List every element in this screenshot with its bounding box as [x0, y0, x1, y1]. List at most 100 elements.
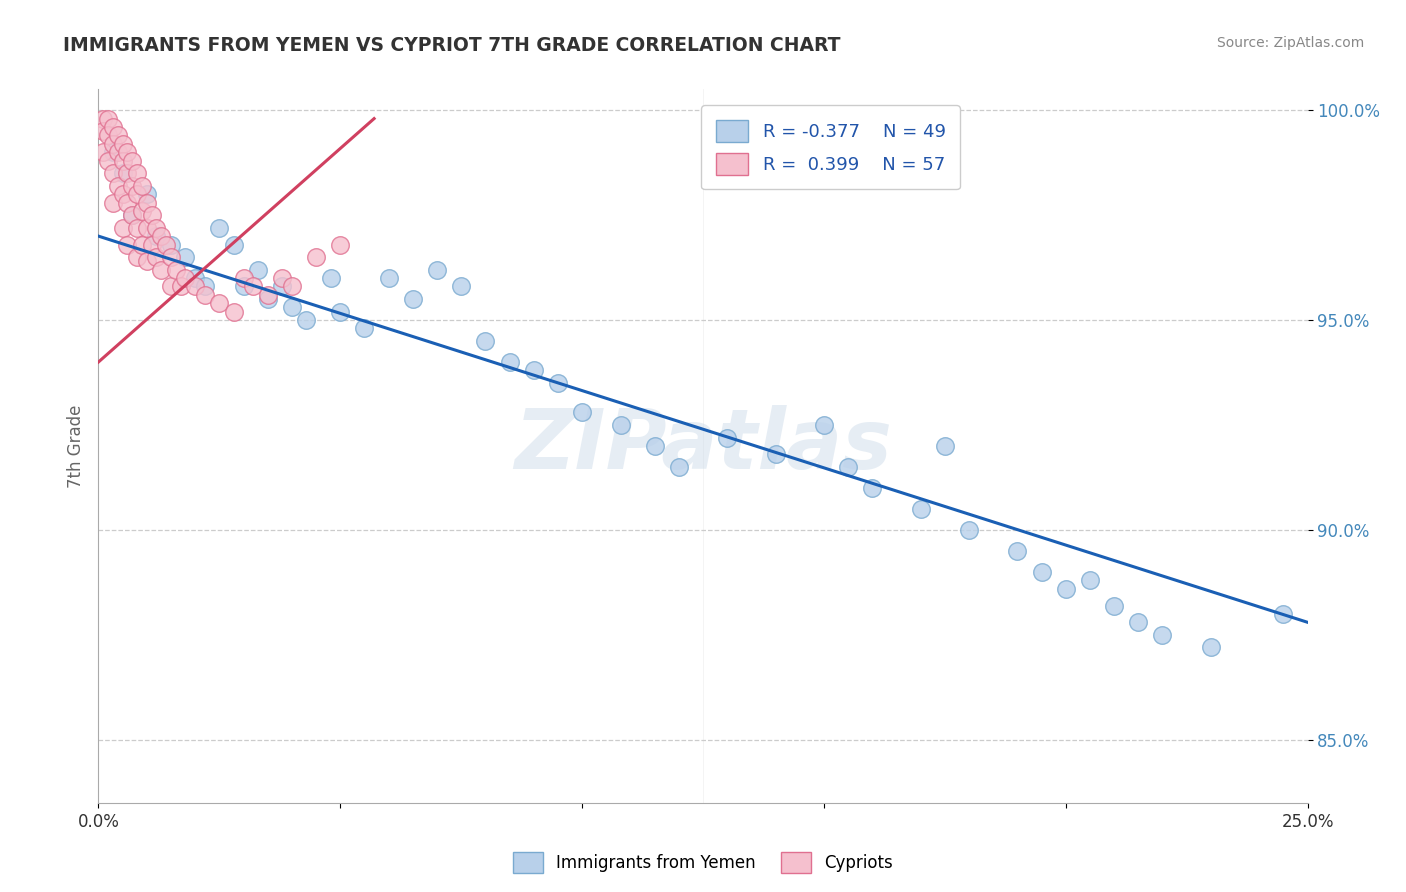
- Point: [165, 262, 187, 277]
- Point: [184, 271, 207, 285]
- Point: [111, 136, 134, 151]
- Point: [97, 128, 120, 143]
- Text: ZIPatlas: ZIPatlas: [515, 406, 891, 486]
- Point: [160, 250, 183, 264]
- Point: [194, 279, 217, 293]
- Point: [271, 279, 294, 293]
- Point: [101, 195, 124, 210]
- Point: [1272, 607, 1295, 621]
- Point: [194, 288, 217, 302]
- Point: [111, 153, 134, 168]
- Point: [107, 128, 129, 143]
- Y-axis label: 7th Grade: 7th Grade: [66, 404, 84, 488]
- Point: [141, 237, 163, 252]
- Point: [117, 166, 139, 180]
- Point: [111, 187, 134, 202]
- Point: [474, 334, 496, 348]
- Point: [127, 166, 149, 180]
- Point: [145, 229, 167, 244]
- Point: [957, 523, 980, 537]
- Point: [319, 271, 342, 285]
- Point: [91, 112, 114, 126]
- Point: [813, 417, 835, 432]
- Point: [208, 296, 231, 310]
- Legend: R = -0.377    N = 49, R =  0.399    N = 57: R = -0.377 N = 49, R = 0.399 N = 57: [702, 105, 960, 189]
- Point: [934, 439, 956, 453]
- Point: [91, 145, 114, 160]
- Point: [1152, 628, 1174, 642]
- Point: [1031, 565, 1053, 579]
- Point: [329, 237, 352, 252]
- Point: [121, 178, 143, 193]
- Point: [135, 187, 157, 202]
- Point: [91, 124, 114, 138]
- Point: [117, 145, 139, 160]
- Point: [232, 279, 254, 293]
- Point: [131, 178, 153, 193]
- Point: [1128, 615, 1150, 630]
- Point: [101, 166, 124, 180]
- Point: [121, 208, 143, 222]
- Point: [860, 481, 883, 495]
- Point: [111, 220, 134, 235]
- Point: [450, 279, 472, 293]
- Point: [135, 195, 157, 210]
- Point: [184, 279, 207, 293]
- Point: [256, 288, 278, 302]
- Point: [242, 279, 264, 293]
- Point: [232, 271, 254, 285]
- Point: [107, 178, 129, 193]
- Point: [271, 271, 294, 285]
- Point: [121, 153, 143, 168]
- Point: [765, 447, 787, 461]
- Point: [101, 136, 124, 151]
- Point: [121, 208, 143, 222]
- Point: [256, 292, 278, 306]
- Point: [281, 301, 304, 315]
- Point: [174, 250, 197, 264]
- Point: [305, 250, 328, 264]
- Point: [329, 304, 352, 318]
- Point: [160, 237, 183, 252]
- Point: [174, 271, 197, 285]
- Point: [353, 321, 375, 335]
- Point: [377, 271, 399, 285]
- Point: [716, 431, 738, 445]
- Point: [97, 153, 120, 168]
- Point: [610, 417, 633, 432]
- Point: [426, 262, 449, 277]
- Legend: Immigrants from Yemen, Cypriots: Immigrants from Yemen, Cypriots: [506, 846, 900, 880]
- Point: [160, 279, 183, 293]
- Point: [222, 304, 245, 318]
- Point: [247, 262, 270, 277]
- Point: [150, 229, 173, 244]
- Point: [145, 250, 167, 264]
- Text: IMMIGRANTS FROM YEMEN VS CYPRIOT 7TH GRADE CORRELATION CHART: IMMIGRANTS FROM YEMEN VS CYPRIOT 7TH GRA…: [63, 36, 841, 54]
- Point: [644, 439, 666, 453]
- Point: [1007, 544, 1029, 558]
- Point: [127, 187, 149, 202]
- Point: [141, 208, 163, 222]
- Point: [498, 355, 520, 369]
- Point: [145, 220, 167, 235]
- Point: [101, 145, 124, 160]
- Point: [135, 220, 157, 235]
- Point: [837, 460, 859, 475]
- Point: [1199, 640, 1222, 655]
- Point: [1102, 599, 1125, 613]
- Point: [169, 279, 191, 293]
- Point: [155, 237, 177, 252]
- Point: [295, 313, 318, 327]
- Point: [1054, 582, 1077, 596]
- Point: [117, 237, 139, 252]
- Point: [150, 262, 173, 277]
- Point: [1078, 574, 1101, 588]
- Point: [107, 145, 129, 160]
- Point: [571, 405, 593, 419]
- Point: [101, 120, 124, 134]
- Point: [97, 112, 120, 126]
- Text: Source: ZipAtlas.com: Source: ZipAtlas.com: [1216, 36, 1364, 50]
- Point: [111, 166, 134, 180]
- Point: [668, 460, 690, 475]
- Point: [117, 195, 139, 210]
